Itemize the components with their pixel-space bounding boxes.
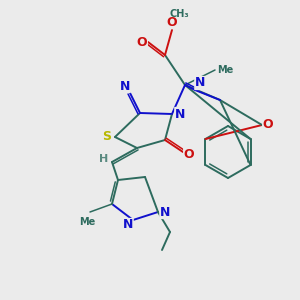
Text: N: N <box>120 80 130 92</box>
Text: N: N <box>175 107 185 121</box>
Text: Me: Me <box>79 217 95 227</box>
Text: S: S <box>103 130 112 143</box>
Text: H: H <box>99 154 109 164</box>
Text: N: N <box>123 218 133 232</box>
Text: Me: Me <box>217 65 233 75</box>
Text: N: N <box>160 206 170 218</box>
Text: CH₃: CH₃ <box>169 9 189 19</box>
Text: N: N <box>195 76 205 89</box>
Text: O: O <box>263 118 273 131</box>
Text: O: O <box>184 148 194 160</box>
Text: O: O <box>137 35 147 49</box>
Text: O: O <box>167 16 177 28</box>
